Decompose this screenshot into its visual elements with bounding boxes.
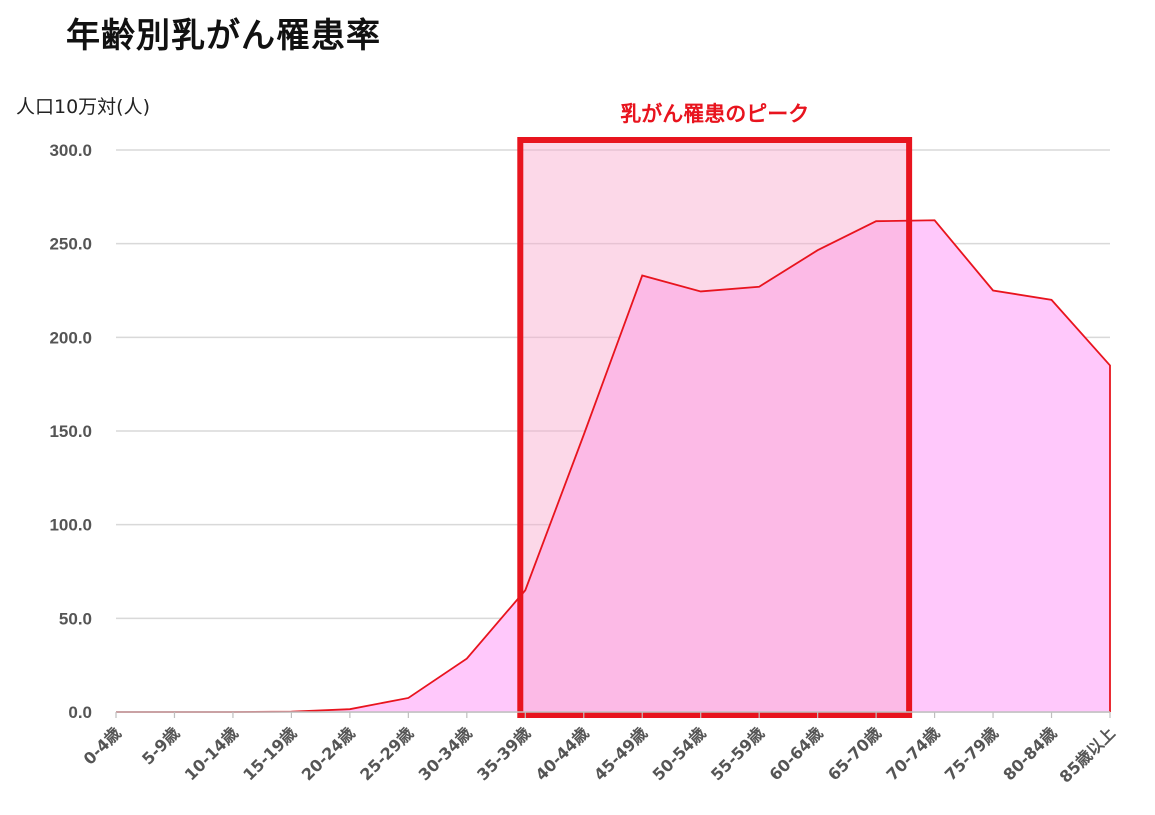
y-tick-label: 300.0 <box>49 141 92 160</box>
x-tick-label: 40-44歳 <box>532 723 593 784</box>
x-tick-label: 0-4歳 <box>80 723 125 768</box>
x-tick-label: 75-79歳 <box>941 723 1002 784</box>
x-tick-label: 50-54歳 <box>649 723 710 784</box>
x-tick-label: 5-9歳 <box>138 723 183 768</box>
chart-title: 年齢別乳がん罹患率 <box>66 16 381 56</box>
y-tick-label: 100.0 <box>49 516 92 535</box>
highlight-box <box>517 137 913 718</box>
x-tick-label: 80-84歳 <box>999 723 1060 784</box>
x-tick-label: 65-70歳 <box>824 723 885 784</box>
x-tick-label: 70-74歳 <box>882 723 943 784</box>
x-tick-label: 45-49歳 <box>590 723 651 784</box>
x-tick-label: 25-29歳 <box>356 723 417 784</box>
highlight-fill <box>520 140 910 715</box>
y-tick-label: 250.0 <box>49 235 92 254</box>
y-axis-label: 人口10万対(人) <box>16 96 151 118</box>
x-tick-label: 55-59歳 <box>707 723 768 784</box>
highlight-annotation: 乳がん罹患のピーク <box>620 102 809 126</box>
y-tick-label: 200.0 <box>49 328 92 347</box>
y-tick-label: 50.0 <box>59 609 92 628</box>
x-tick-label: 85歳以上 <box>1056 723 1119 786</box>
area-fill <box>116 220 1110 712</box>
y-tick-label: 0.0 <box>68 703 92 722</box>
y-tick-label: 150.0 <box>49 422 92 441</box>
x-tick-label: 35-39歳 <box>473 723 534 784</box>
x-tick-label: 20-24歳 <box>298 723 359 784</box>
x-tick-label: 15-19歳 <box>239 723 300 784</box>
x-tick-label: 10-14歳 <box>181 723 242 784</box>
x-tick-label: 30-34歳 <box>415 723 476 784</box>
x-tick-label: 60-64歳 <box>766 723 827 784</box>
